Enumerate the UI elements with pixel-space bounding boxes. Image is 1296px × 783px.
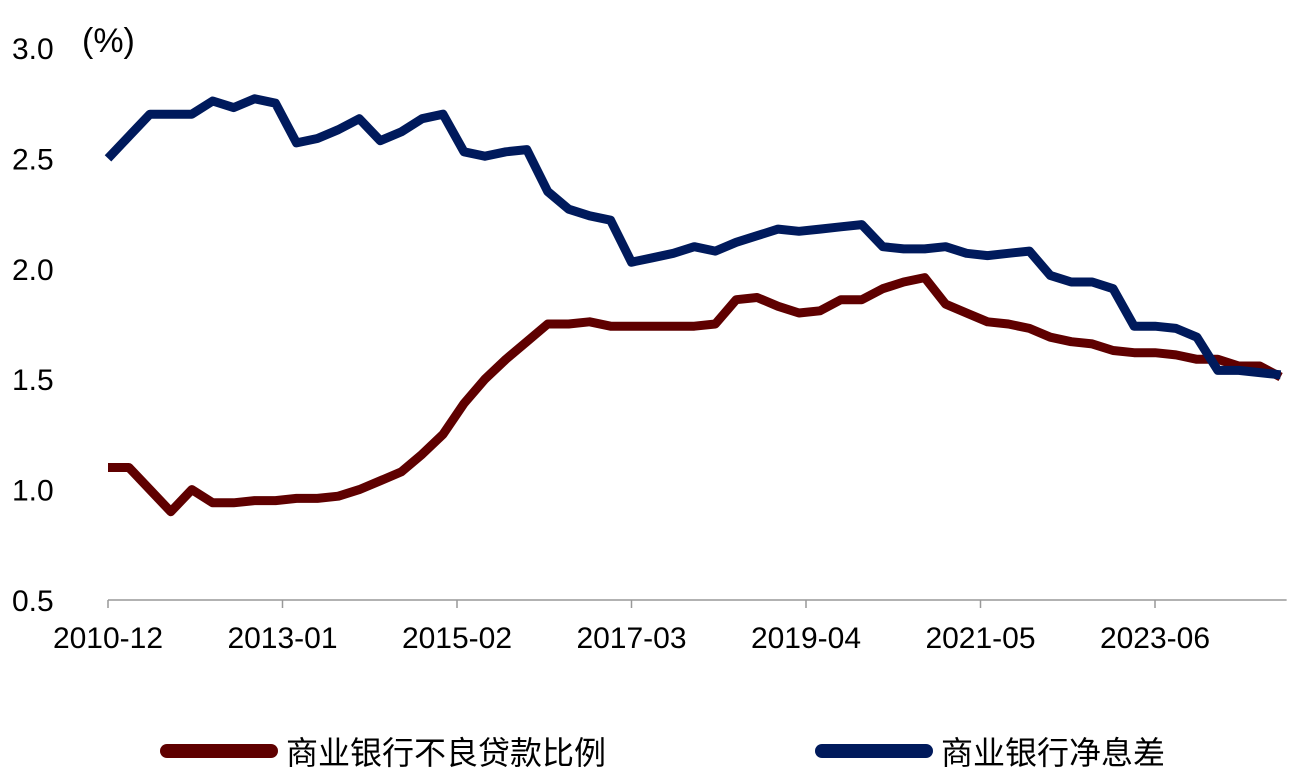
y-tick-label: 1.5 xyxy=(12,364,54,397)
series-line-0 xyxy=(108,273,1283,517)
x-tick-label: 2023-06 xyxy=(1100,622,1210,655)
legend-label: 商业银行不良贷款比例 xyxy=(286,735,607,771)
x-tick-label: 2019-04 xyxy=(751,622,861,655)
y-tick-label: 2.0 xyxy=(12,254,54,287)
x-tick-label: 2013-01 xyxy=(227,622,337,655)
legend-item-net-interest-margin: 商业银行净息差 xyxy=(815,728,1165,774)
series-line-1 xyxy=(104,94,1282,380)
y-tick-label: 0.5 xyxy=(12,585,54,618)
y-tick-label: 2.5 xyxy=(12,143,54,176)
x-tick-label: 2010-12 xyxy=(53,622,163,655)
legend-swatch xyxy=(160,744,278,758)
legend-swatch xyxy=(815,744,933,758)
y-axis-unit: (%) xyxy=(82,22,135,60)
legend-label: 商业银行净息差 xyxy=(941,735,1166,771)
legend-item-npl-ratio: 商业银行不良贷款比例 xyxy=(160,728,606,774)
y-tick-label: 3.0 xyxy=(12,33,54,66)
x-tick-label: 2017-03 xyxy=(576,622,686,655)
x-tick-label: 2021-05 xyxy=(925,622,1035,655)
y-tick-label: 1.0 xyxy=(12,475,54,508)
x-tick-label: 2015-02 xyxy=(402,622,512,655)
